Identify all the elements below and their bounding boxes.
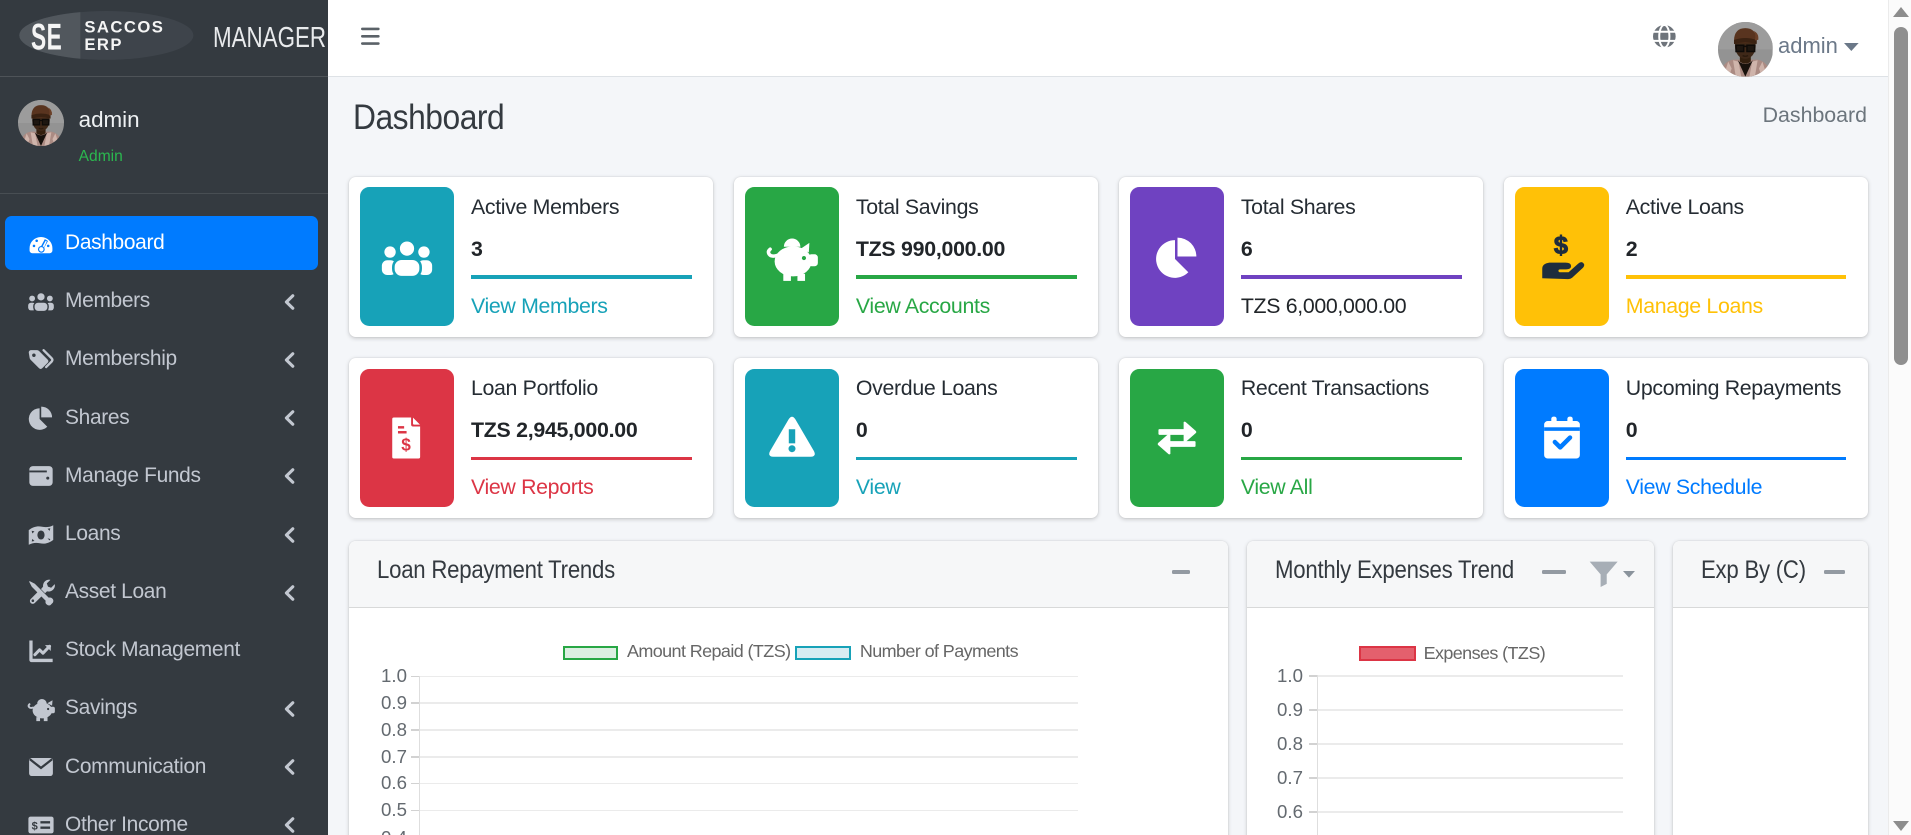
svg-text:$: $ [31,821,37,833]
svg-text:SACCOS: SACCOS [84,17,164,36]
svg-text:$: $ [1554,231,1568,259]
svg-text:$: $ [402,434,412,454]
svg-text:SE: SE [31,17,62,58]
svg-text:ERP: ERP [84,35,123,54]
